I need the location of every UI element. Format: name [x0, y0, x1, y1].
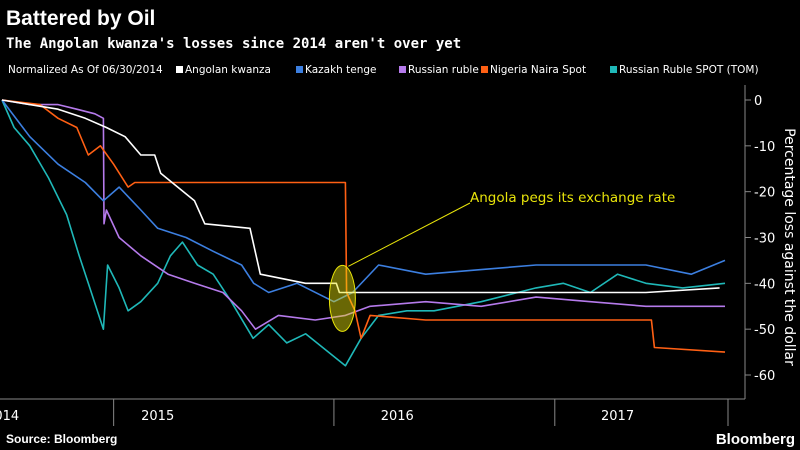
y-tick-label: -60	[754, 369, 775, 384]
bloomberg-logo: Bloomberg	[716, 431, 795, 448]
legend-swatch	[176, 66, 183, 73]
x-tick-label: 2015	[141, 409, 174, 424]
annotation-highlight	[328, 264, 356, 332]
annotation-leader-line	[348, 202, 471, 267]
y-tick-label: -10	[754, 140, 775, 155]
legend-label: Nigeria Naira Spot	[490, 64, 586, 76]
plot-area	[1, 99, 726, 367]
y-tick-label: -20	[754, 186, 775, 201]
series-line-nigeria-naira-spot	[1, 99, 726, 353]
annotation-text: Angola pegs its exchange rate	[470, 190, 675, 206]
legend-note: Normalized As Of 06/30/2014	[8, 64, 163, 76]
chart-title: Battered by Oil	[6, 7, 155, 30]
y-tick-label: -40	[754, 277, 775, 292]
annotation: Angola pegs its exchange rate	[328, 190, 675, 332]
legend-swatch	[481, 66, 488, 73]
x-axis-ticks: 2014 2015 2016 2017	[0, 399, 729, 426]
x-tick-label: 2014	[0, 409, 19, 424]
x-tick-label: 2017	[601, 409, 634, 424]
legend-label: Angolan kwanza	[185, 64, 271, 76]
legend: Normalized As Of 06/30/2014 Angolan kwan…	[8, 64, 759, 76]
source-note: Source: Bloomberg	[6, 432, 117, 446]
x-tick-label: 2016	[381, 409, 414, 424]
series-line-kazakh-tenge	[1, 99, 726, 303]
legend-swatch	[610, 66, 617, 73]
legend-label: Russian ruble	[408, 64, 479, 76]
legend-label: Kazakh tenge	[305, 64, 377, 76]
series-line-russian-ruble-spot-tom	[1, 99, 726, 367]
y-tick-label: -30	[754, 232, 775, 247]
y-axis-ticks: 0 -10 -20 -30 -40 -50 -60	[745, 94, 775, 384]
chart-subtitle: The Angolan kwanza's losses since 2014 a…	[6, 36, 461, 52]
legend-label: Russian Ruble SPOT (TOM)	[619, 64, 759, 76]
series-line-angolan-kwanza	[1, 99, 720, 294]
y-axis-label: Percentage loss against the dollar	[781, 128, 797, 366]
legend-swatch	[399, 66, 406, 73]
series-line-russian-ruble	[1, 99, 725, 331]
y-tick-label: -50	[754, 323, 775, 338]
legend-swatch	[296, 66, 303, 73]
y-tick-label: 0	[754, 94, 762, 109]
